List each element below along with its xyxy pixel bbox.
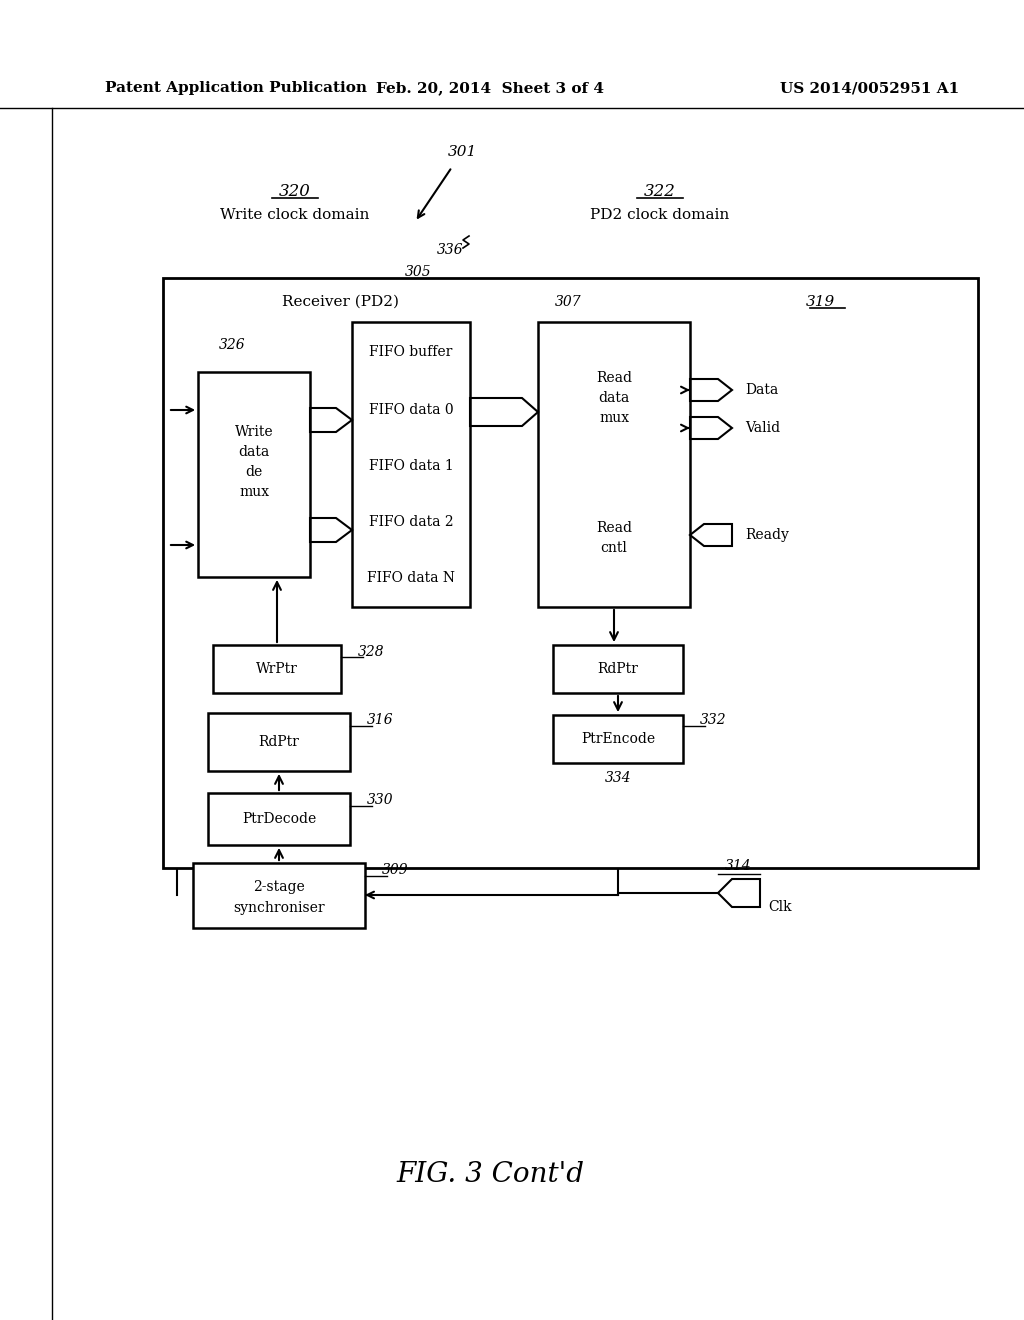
Text: FIFO buffer: FIFO buffer (370, 345, 453, 359)
Text: 316: 316 (367, 713, 393, 727)
Text: Feb. 20, 2014  Sheet 3 of 4: Feb. 20, 2014 Sheet 3 of 4 (376, 81, 604, 95)
Text: de: de (246, 465, 262, 479)
Text: FIFO data N: FIFO data N (367, 572, 455, 585)
Text: Read: Read (596, 521, 632, 535)
Text: synchroniser: synchroniser (233, 902, 325, 915)
Text: PtrDecode: PtrDecode (242, 812, 316, 826)
Text: Ready: Ready (745, 528, 788, 543)
Bar (538, 322, 690, 607)
Text: 334: 334 (605, 771, 632, 785)
Text: 307: 307 (555, 294, 582, 309)
Text: mux: mux (599, 411, 629, 425)
Bar (553, 645, 683, 693)
Text: FIG. 3 Cont'd: FIG. 3 Cont'd (396, 1162, 584, 1188)
Text: 314: 314 (725, 859, 752, 873)
Text: Receiver (PD2): Receiver (PD2) (282, 294, 398, 309)
Text: FIFO data 0: FIFO data 0 (369, 403, 454, 417)
Text: 301: 301 (447, 145, 476, 158)
Text: Patent Application Publication: Patent Application Publication (105, 81, 367, 95)
Text: 319: 319 (805, 294, 835, 309)
Text: FIFO data 1: FIFO data 1 (369, 459, 454, 473)
Text: Valid: Valid (745, 421, 780, 436)
Text: RdPtr: RdPtr (259, 735, 299, 748)
Text: Clk: Clk (768, 900, 792, 913)
Text: 332: 332 (699, 713, 726, 727)
Text: Read: Read (596, 371, 632, 385)
Bar (352, 322, 470, 607)
Text: 336: 336 (436, 243, 463, 257)
Text: PD2 clock domain: PD2 clock domain (591, 209, 730, 222)
Text: cntl: cntl (600, 541, 628, 554)
Text: data: data (239, 445, 269, 459)
Bar (208, 713, 350, 771)
Text: 322: 322 (644, 183, 676, 201)
Bar (553, 715, 683, 763)
Text: 320: 320 (280, 183, 311, 201)
Text: 305: 305 (404, 265, 431, 279)
Text: mux: mux (239, 484, 269, 499)
Text: 330: 330 (367, 793, 393, 807)
Text: 309: 309 (382, 863, 409, 876)
Text: data: data (598, 391, 630, 405)
Text: US 2014/0052951 A1: US 2014/0052951 A1 (780, 81, 959, 95)
Text: Write: Write (234, 425, 273, 440)
Text: 2-stage: 2-stage (253, 880, 305, 894)
Bar (163, 279, 978, 869)
Bar (193, 863, 365, 928)
Text: Data: Data (745, 383, 778, 397)
Text: WrPtr: WrPtr (256, 663, 298, 676)
Bar (198, 372, 310, 577)
Text: 326: 326 (219, 338, 246, 352)
Bar (213, 645, 341, 693)
Text: 328: 328 (357, 645, 384, 659)
Bar (208, 793, 350, 845)
Text: Write clock domain: Write clock domain (220, 209, 370, 222)
Text: FIFO data 2: FIFO data 2 (369, 515, 454, 529)
Text: RdPtr: RdPtr (598, 663, 638, 676)
Text: PtrEncode: PtrEncode (581, 733, 655, 746)
